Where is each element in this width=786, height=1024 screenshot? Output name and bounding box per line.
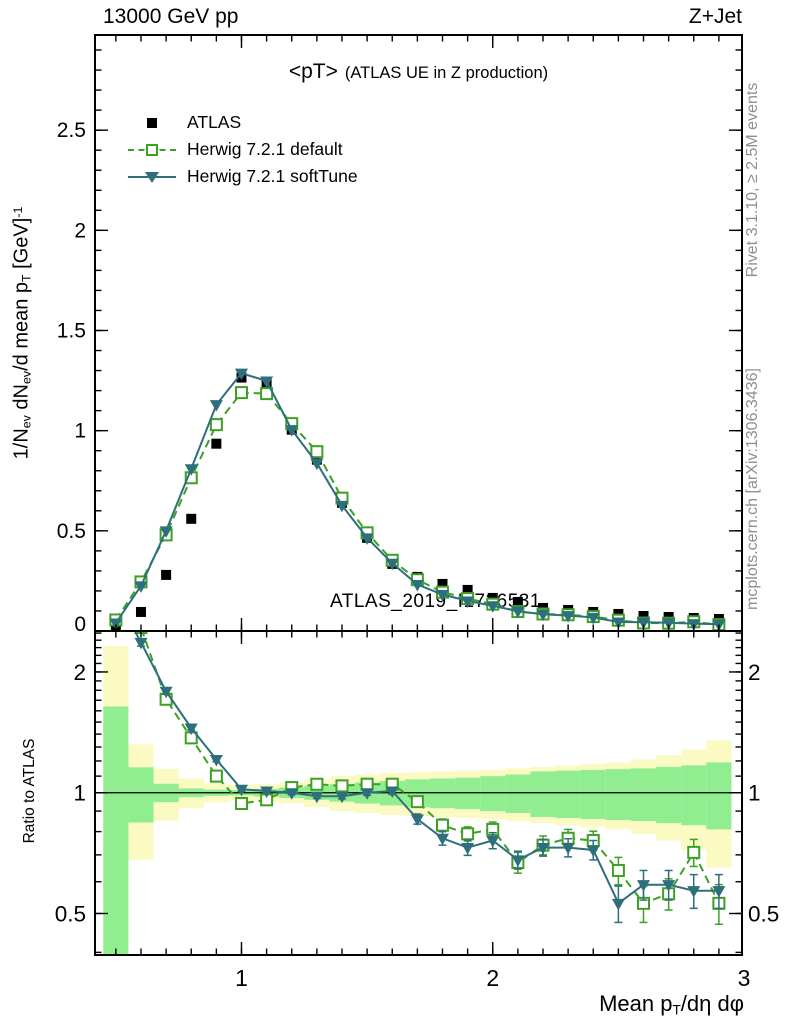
triangle-marker-icon (128, 169, 176, 185)
svg-text:0.5: 0.5 (748, 901, 779, 926)
plot-title-observable: <pT> (288, 60, 338, 83)
ratio-y-axis-title: Ratio to ATLAS (21, 738, 38, 844)
legend-item-herwig-softtune: Herwig 7.2.1 softTune (128, 163, 358, 190)
square-marker-icon (128, 115, 176, 131)
svg-text:2: 2 (748, 660, 761, 685)
main-panel-series (109, 368, 726, 631)
open-square-marker-icon (128, 142, 176, 158)
plot-title: <pT> (ATLAS UE in Z production) (95, 60, 742, 84)
svg-text:2: 2 (486, 965, 499, 991)
svg-text:2: 2 (73, 660, 86, 685)
axes (95, 35, 743, 955)
ratio-panel-border (94, 630, 743, 956)
legend-label: Herwig 7.2.1 softTune (187, 166, 358, 186)
svg-text:1: 1 (74, 420, 86, 443)
x-axis-title: Mean pT/dη dφ (599, 991, 744, 1018)
svg-text:1: 1 (235, 965, 248, 991)
svg-text:2.5: 2.5 (57, 119, 86, 142)
svg-text:1: 1 (748, 781, 761, 806)
mcplots-reference-note: mcplots.cern.ch [arXiv:1306.3436] (744, 368, 761, 610)
legend: ATLAS Herwig 7.2.1 default Herwig 7.2.1 … (128, 109, 358, 190)
svg-text:1: 1 (73, 781, 86, 806)
svg-text:1.5: 1.5 (57, 319, 86, 342)
ratio-panel-series (133, 631, 726, 926)
svg-text:0.5: 0.5 (57, 520, 86, 543)
svg-text:2: 2 (74, 219, 86, 242)
svg-text:3: 3 (738, 965, 751, 991)
collision-energy-label: 13000 GeV pp (103, 5, 239, 28)
legend-label: ATLAS (187, 112, 242, 132)
rivet-version-note: Rivet 3.1.10, ≥ 2.5M events (744, 82, 761, 278)
svg-text:0.5: 0.5 (55, 901, 86, 926)
tick-labels: 0 0.5 1 1.5 2 2.5 0.5 0.5 1 1 2 2 1 2 3 (55, 119, 780, 991)
legend-item-atlas: ATLAS (128, 109, 358, 136)
svg-text:0: 0 (74, 613, 86, 636)
plot-title-context: (ATLAS UE in Z production) (344, 64, 549, 82)
legend-item-herwig-default: Herwig 7.2.1 default (128, 136, 358, 163)
legend-label: Herwig 7.2.1 default (187, 139, 343, 159)
process-label: Z+Jet (688, 5, 742, 28)
main-y-axis-title: 1/Nev dNev/d mean pT [GeV]-1 (10, 206, 34, 460)
